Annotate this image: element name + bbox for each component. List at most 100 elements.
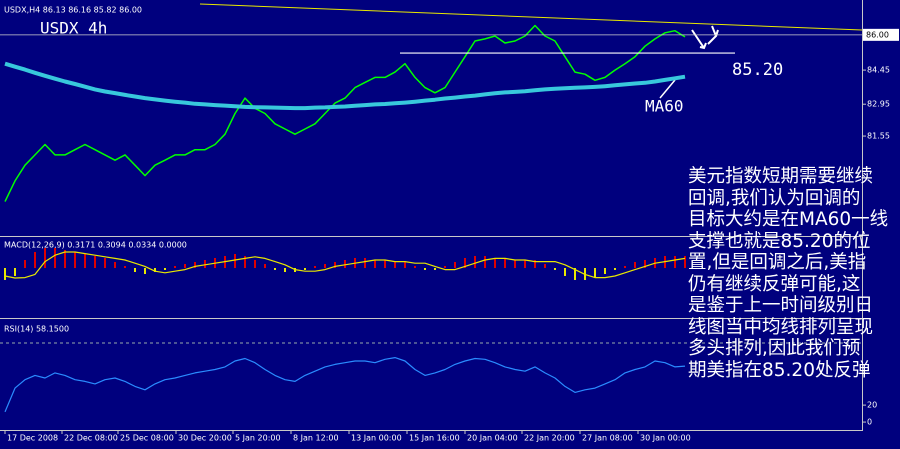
comment-line: 线图当中均线排列呈现 (688, 316, 874, 338)
histogram-bar (544, 264, 546, 268)
histogram-bar (444, 266, 446, 268)
x-tick-label: 8 Jan 12:00 (293, 434, 339, 443)
histogram-bar (624, 266, 626, 268)
comment-line: 多头排列,因此我们预 (688, 338, 861, 359)
x-tick-label: 25 Dec 08:00 (120, 434, 174, 443)
ma-label: MA60 (645, 97, 684, 116)
support-label: 85.20 (732, 60, 783, 80)
histogram-bar (424, 268, 426, 270)
x-tick-label: 17 Dec 2008 (7, 434, 58, 443)
x-tick-label: 27 Jan 08:00 (582, 434, 633, 443)
histogram-bar (674, 256, 676, 268)
histogram-bar (634, 262, 636, 268)
histogram-bar (374, 260, 376, 268)
histogram-bar (494, 258, 496, 268)
y-tick-label: 84.45 (867, 66, 890, 75)
series-line (4, 24, 686, 202)
histogram-bar (334, 262, 336, 268)
histogram-bar (614, 268, 616, 270)
price-label: 86.00 (866, 30, 889, 39)
histogram-bar (34, 252, 36, 268)
histogram-bar (204, 260, 206, 268)
histogram-bar (324, 264, 326, 268)
comment-line: 置,但是回调之后,美指 (688, 252, 867, 273)
histogram-bar (474, 256, 476, 268)
histogram-bar (44, 248, 46, 268)
histogram-bar (234, 254, 236, 268)
trend-line (199, 3, 863, 31)
histogram-bar (254, 260, 256, 268)
comment-line: 是鉴于上一时间级别日 (688, 295, 874, 316)
comment-line: 目标大约是在MA60一线 (688, 209, 889, 230)
symbol-label: USDX 4h (40, 19, 107, 38)
pointer (659, 79, 676, 99)
histogram-bar (454, 262, 456, 268)
histogram-bar (404, 262, 406, 268)
x-tick-label: 20 Jan 04:00 (467, 434, 518, 443)
x-tick-label: 5 Jan 20:00 (235, 434, 281, 443)
histogram-bar (684, 256, 686, 268)
histogram-bar (4, 268, 6, 280)
arrow (691, 25, 719, 50)
comment-line: 期美指在85.20处反弹 (688, 359, 871, 381)
x-tick-label: 15 Jan 16:00 (409, 434, 460, 443)
histogram-bar (144, 268, 146, 274)
histogram-bar (94, 256, 96, 268)
histogram-bar (274, 268, 276, 270)
y-tick-label: 0 (867, 418, 872, 427)
histogram-bar (514, 260, 516, 268)
histogram-bar (184, 264, 186, 268)
histogram-bar (314, 266, 316, 268)
comment-line: 美元指数短期需要继续 (688, 166, 874, 187)
histogram-bar (504, 258, 506, 268)
comment-line: 回调,我们认为回调的 (688, 187, 861, 209)
histogram-bar (534, 260, 536, 268)
histogram-bar (64, 250, 66, 268)
series-line (4, 357, 686, 413)
histogram-bar (414, 266, 416, 268)
histogram-bar (344, 260, 346, 268)
histogram-bar (284, 268, 286, 272)
panel-title: MACD(12,26,9) 0.3171 0.3094 0.0334 0.000… (4, 241, 187, 250)
x-tick-label: 13 Jan 00:00 (351, 434, 402, 443)
x-tick-label: 30 Dec 20:00 (178, 434, 232, 443)
histogram-bar (124, 266, 126, 268)
histogram-bar (84, 254, 86, 268)
x-tick-label: 22 Dec 08:00 (64, 434, 118, 443)
panel-title: USDX,H4 86.13 86.16 85.82 86.00 (4, 6, 142, 15)
price-box (863, 28, 899, 41)
series-line (4, 251, 686, 279)
histogram-bar (564, 268, 566, 276)
series-line (4, 61, 686, 111)
histogram-bar (104, 258, 106, 268)
x-tick-label: 22 Jan 20:00 (524, 434, 575, 443)
histogram-bar (574, 268, 576, 280)
histogram-bar (14, 268, 16, 276)
y-tick-label: 82.95 (867, 100, 890, 109)
histogram-bar (114, 262, 116, 268)
histogram-bar (554, 268, 556, 270)
histogram-bar (134, 268, 136, 272)
y-tick-label: 20 (867, 401, 877, 410)
histogram-bar (644, 260, 646, 268)
histogram-bar (604, 268, 606, 274)
histogram-bar (364, 258, 366, 268)
histogram-bar (394, 262, 396, 268)
y-tick-label: 81.55 (867, 132, 890, 141)
histogram-bar (524, 260, 526, 268)
comment-line: 支撑也就是85.20的位 (688, 230, 871, 252)
comment-text: 美元指数短期需要继续 回调,我们认为回调的 目标大约是在MA60一线 支撑也就是85.… (688, 166, 900, 381)
histogram-bar (304, 268, 306, 270)
histogram-bar (164, 268, 166, 270)
comment-line: 仍有继续反弹可能,这 (688, 273, 861, 295)
histogram-bar (264, 264, 266, 268)
panel-title: RSI(14) 58.1500 (4, 325, 69, 334)
x-tick-label: 30 Jan 00:00 (640, 434, 691, 443)
histogram-bar (244, 256, 246, 268)
histogram-bar (594, 268, 596, 278)
histogram-bar (434, 268, 436, 270)
histogram-bar (174, 266, 176, 268)
histogram-bar (484, 256, 486, 268)
